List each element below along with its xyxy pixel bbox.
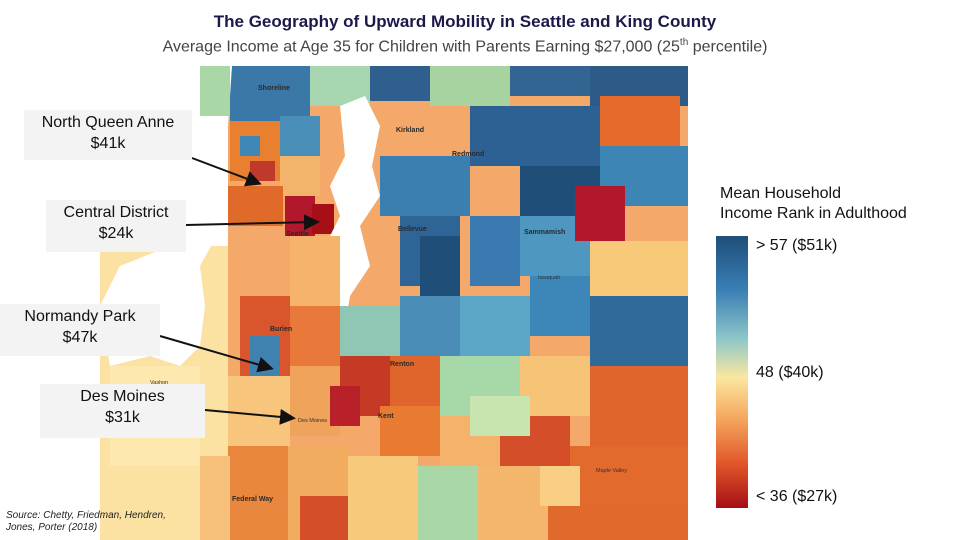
callout-des-moines: Des Moines $31k — [40, 384, 205, 438]
map-tract — [228, 446, 288, 540]
legend-title-line1: Mean Household — [720, 185, 841, 202]
map-tract — [510, 66, 590, 96]
legend-label-mid: 48 ($40k) — [756, 364, 824, 381]
map-tract — [280, 116, 320, 156]
legend-label-high: > 57 ($51k) — [756, 237, 838, 254]
page-title: The Geography of Upward Mobility in Seat… — [213, 12, 717, 31]
callout-north-queen-anne: North Queen Anne $41k — [24, 110, 192, 160]
map-tract — [380, 406, 440, 456]
map-tract — [570, 446, 688, 506]
map-tract — [540, 466, 580, 506]
map-tract — [530, 276, 590, 336]
callout-value: $31k — [105, 409, 140, 426]
map-tract — [348, 456, 418, 540]
legend-label-low: < 36 ($27k) — [756, 488, 838, 505]
callout-value: $47k — [62, 329, 98, 346]
map-tract — [380, 156, 470, 216]
map-tract — [330, 386, 360, 426]
map-tract — [470, 216, 520, 286]
map-tract — [418, 466, 478, 540]
map-tract — [200, 456, 230, 540]
map-tract — [470, 106, 600, 166]
map-tract — [240, 136, 260, 156]
map-label-shoreline: Shoreline — [258, 85, 290, 92]
legend-title-line2: Income Rank in Adulthood — [720, 205, 907, 222]
callout-name: Central District — [63, 204, 169, 221]
source-line2: Jones, Porter (2018) — [6, 522, 98, 533]
callout-normandy-park: Normandy Park $47k — [0, 304, 160, 356]
callout-name: North Queen Anne — [41, 114, 175, 131]
legend-color-bar — [716, 236, 748, 508]
subtitle-main: Average Income at Age 35 for Children wi… — [162, 38, 680, 56]
map-tract — [228, 186, 283, 226]
page-subtitle: Average Income at Age 35 for Children wi… — [0, 37, 930, 56]
map-tract — [390, 356, 440, 406]
map-tract — [230, 66, 310, 121]
map-tract — [590, 366, 688, 446]
map-label-sammamish: Sammamish — [524, 229, 565, 236]
map-tract — [400, 296, 460, 356]
callout-name: Normandy Park — [24, 308, 136, 325]
map-tract — [478, 466, 548, 540]
map-tract — [520, 356, 590, 416]
map-label-renton: Renton — [390, 361, 414, 368]
map-tract — [200, 66, 230, 116]
arrow-normandy-park — [159, 335, 274, 373]
callout-central-district: Central District $24k — [46, 200, 186, 252]
map-label-kirkland: Kirkland — [396, 127, 424, 134]
map-tract — [290, 306, 340, 366]
map-tract — [548, 506, 688, 540]
map-tract — [590, 241, 688, 301]
legend-title: Mean Household Income Rank in Adulthood — [720, 184, 907, 224]
arrow-des-moines — [204, 408, 296, 425]
map-tract — [460, 296, 530, 356]
callout-value: $24k — [98, 225, 134, 242]
map-label-redmond: Redmond — [452, 151, 484, 158]
map-label-maple-valley: Maple Valley — [596, 468, 627, 474]
map-tract — [370, 66, 430, 101]
subtitle-end: percentile) — [688, 38, 768, 56]
map-tract — [290, 236, 340, 306]
map-tract — [575, 186, 625, 241]
map-label-bellevue: Bellevue — [398, 226, 427, 233]
map-label-seattle: Seattle — [286, 231, 309, 238]
callout-value: $41k — [90, 135, 126, 152]
map-label-burien: Burien — [270, 326, 292, 333]
arrow-central-district — [185, 214, 320, 231]
map-tract — [600, 96, 680, 146]
map-tract — [470, 396, 530, 436]
map-tract — [340, 306, 400, 356]
map-label-federal-way: Federal Way — [232, 496, 273, 503]
map-tract — [280, 156, 320, 196]
map-label-kent: Kent — [378, 413, 394, 420]
map-label-issaquah: Issaquah — [538, 275, 560, 281]
map-tract — [430, 66, 510, 106]
map-label-des-moines: Des Moines — [298, 418, 327, 424]
arrow-north-queen-anne — [191, 157, 262, 187]
puget-sound — [100, 66, 232, 366]
map-tract — [590, 296, 688, 366]
source-line1: Source: Chetty, Friedman, Hendren, — [6, 510, 166, 521]
source-note: Source: Chetty, Friedman, Hendren, Jones… — [6, 510, 166, 534]
map-tract — [300, 496, 350, 540]
map-label-vashon: Vashon — [150, 380, 168, 386]
subtitle-sup: th — [679, 37, 689, 48]
callout-name: Des Moines — [80, 388, 165, 405]
map-tract — [420, 236, 460, 296]
